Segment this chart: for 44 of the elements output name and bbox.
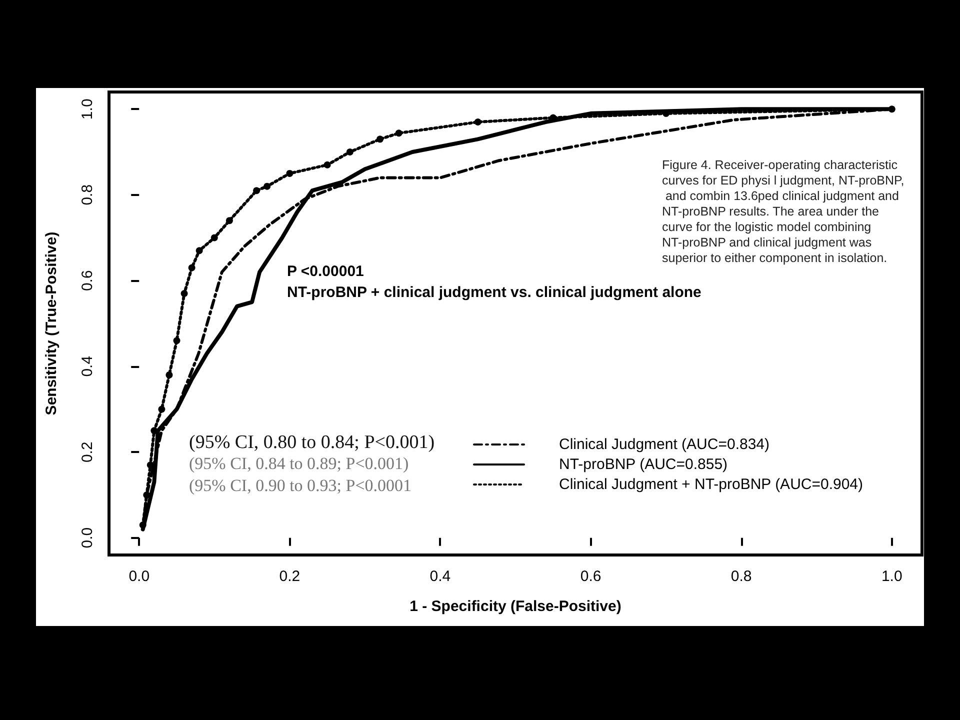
annotation: (95% CI, 0.90 to 0.93; P<0.0001 — [189, 476, 412, 495]
y-axis-title: Sensitivity (True-Positive) — [43, 232, 60, 416]
point — [253, 187, 260, 194]
point — [180, 290, 188, 297]
x-tick-label: 1.0 — [881, 568, 902, 585]
point — [286, 170, 294, 177]
point — [395, 130, 402, 137]
point — [474, 118, 482, 126]
point — [158, 406, 166, 413]
y-tick-label: 0.2 — [79, 442, 96, 463]
legend-label: Clinical Judgment (AUC=0.834) — [559, 436, 770, 453]
x-tick-label: 0.6 — [580, 568, 602, 585]
annotation: P <0.00001 — [287, 263, 364, 280]
x-axis-title: 1 - Specificity (False-Positive) — [410, 598, 622, 615]
point — [139, 521, 146, 528]
point — [146, 461, 154, 468]
point — [196, 247, 203, 254]
y-tick-label: 1.0 — [79, 98, 96, 120]
annotation: NT-proBNP + clinical judgment vs. clinical judgment alone — [287, 284, 702, 301]
y-tick-label: 0.6 — [79, 270, 96, 292]
y-tick-label: 0.4 — [79, 356, 96, 377]
legend-label: Clinical Judgment + NT-proBNP (AUC=0.904) — [559, 476, 864, 493]
annotation: Figure 4. Receiver-operating characteristic curves for ED physi l judgment, NT-proBNP, and combin 13.6ped clinical judgment and NT-proBNP results. The area under the curve for the logistic model combining NT-proBNP and clinical judgment was superior to either component in isolation. — [662, 158, 904, 265]
x-tick-label: 0.8 — [730, 568, 752, 585]
y-tick-label: 0.0 — [79, 527, 96, 548]
x-tick-label: 0.0 — [128, 568, 150, 585]
point — [376, 136, 384, 143]
point — [264, 182, 271, 190]
point — [226, 217, 233, 224]
point — [166, 371, 173, 378]
y-tick-label: 0.8 — [79, 184, 96, 206]
point — [173, 337, 180, 344]
x-tick-label: 0.4 — [430, 568, 451, 585]
legend-label: NT-proBNP (AUC=0.855) — [559, 456, 728, 473]
annotation: (95% CI, 0.80 to 0.84; P<0.001) — [189, 432, 435, 453]
x-tick-label: 0.2 — [279, 568, 300, 585]
point — [188, 264, 196, 272]
point — [346, 148, 354, 156]
point — [150, 427, 158, 434]
point — [210, 234, 218, 242]
point — [143, 491, 150, 498]
annotation: (95% CI, 0.84 to 0.89; P<0.001) — [189, 454, 409, 473]
point — [888, 106, 896, 113]
point — [324, 161, 331, 168]
